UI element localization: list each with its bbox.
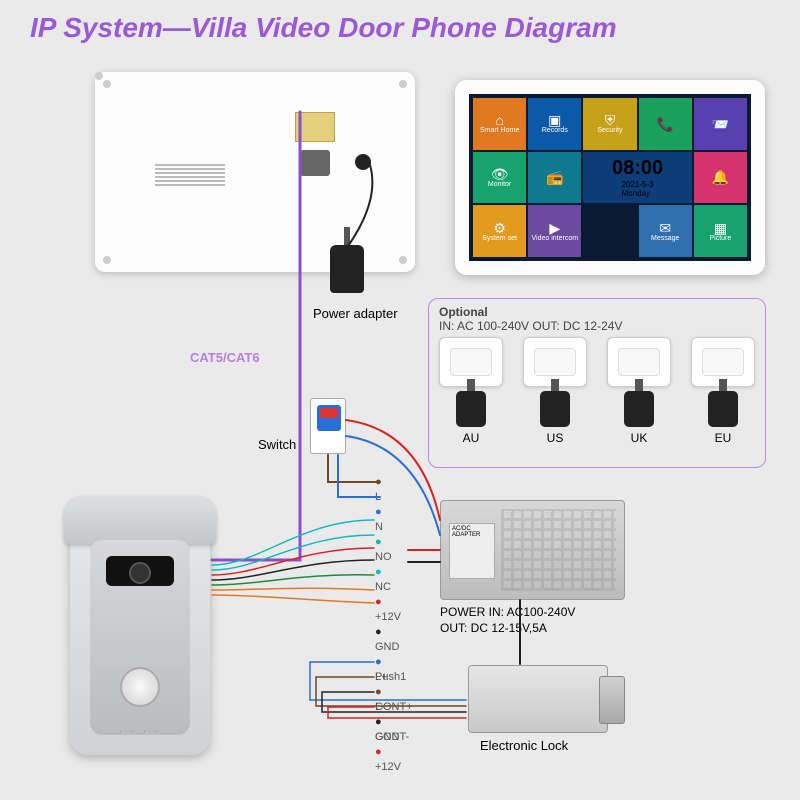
screen-tile: ✉Message (639, 205, 692, 257)
screen-tile: 📨 (694, 98, 747, 150)
screen-tile: ⛨Security (583, 98, 636, 150)
screen-tile: 📻 (528, 152, 581, 204)
screen-tile: ▦Picture (694, 205, 747, 257)
screen-tile: 📞 (639, 98, 692, 150)
electronic-lock-label: Electronic Lock (480, 738, 568, 753)
outdoor-door-station: · · · · (70, 500, 210, 755)
screen-tile: 08:002021-5-3Monday (583, 152, 691, 204)
power-supply-unit: AC/DCADAPTER (440, 500, 625, 600)
psu-label: POWER IN: AC100-240VOUT: DC 12-15V,5A (440, 605, 575, 636)
diagram-title: IP System—Villa Video Door Phone Diagram (30, 12, 617, 44)
terminal-port (300, 150, 330, 176)
wire-pins-lock: ●L+●L-●GND●+12V (375, 655, 401, 775)
plug-au: AU (439, 391, 503, 445)
cat-cable-label: CAT5/CAT6 (190, 350, 260, 365)
breaker-switch (310, 398, 346, 454)
screen-tile: ▶Video intercom (528, 205, 581, 257)
power-adapter-label: Power adapter (313, 306, 398, 321)
rj45-port (295, 112, 335, 142)
screen-tile: 🔔 (694, 152, 747, 204)
ui-screen: ⌂Smart Home▣Records⛨Security📞📨 👁Monitor📻0… (469, 94, 751, 261)
switch-label: Switch (258, 437, 296, 452)
optional-panel: OptionalIN: AC 100-240V OUT: DC 12-24V A… (428, 298, 766, 468)
screen-tile: ▣Records (528, 98, 581, 150)
screen-tile: ⚙System set (473, 205, 526, 257)
plug-us: US (523, 391, 587, 445)
plug-uk: UK (607, 391, 671, 445)
plug-eu: EU (691, 391, 755, 445)
optional-spec: IN: AC 100-240V OUT: DC 12-24V (439, 319, 622, 333)
indoor-monitor-back (95, 72, 415, 272)
electronic-lock (468, 665, 608, 733)
screen-tile: 👁Monitor (473, 152, 526, 204)
optional-title: Optional (439, 305, 488, 319)
speaker-grille (155, 162, 225, 186)
dc-jack (355, 154, 371, 170)
power-adapter-icon (330, 245, 364, 293)
screen-tile: ⌂Smart Home (473, 98, 526, 150)
indoor-monitor-front: ⌂Smart Home▣Records⛨Security📞📨 👁Monitor📻0… (455, 80, 765, 275)
